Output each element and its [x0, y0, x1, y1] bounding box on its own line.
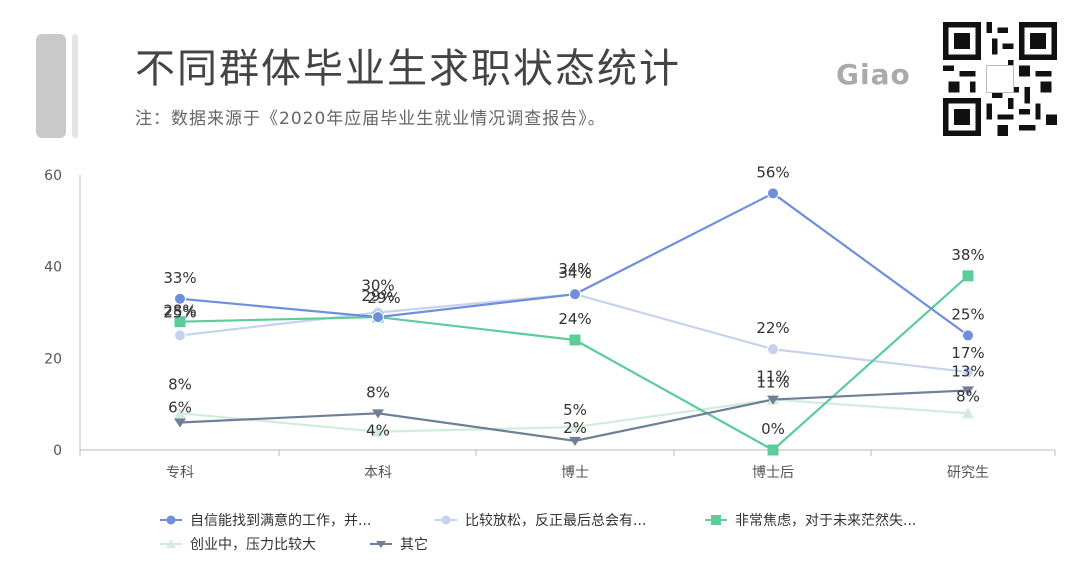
x-tick-label: 本科 [364, 465, 392, 481]
data-point [372, 409, 384, 419]
data-label: 8% [168, 375, 192, 393]
page-subtitle: 注：数据来源于《2020年应届毕业生就业情况调查报告》。 [135, 109, 606, 129]
legend-label: 自信能找到满意的工作，并... [190, 513, 372, 529]
legend-label: 比较放松，反正最后总会有... [465, 513, 647, 529]
y-tick-label: 40 [44, 260, 62, 276]
data-label: 22% [756, 319, 789, 337]
data-point [767, 187, 779, 200]
legend-item: 非常焦虑，对于未来茫然失... [705, 510, 916, 530]
data-label: 25% [951, 305, 984, 323]
legend-marker-icon [370, 541, 392, 548]
data-point [372, 425, 384, 437]
legend-item: 自信能找到满意的工作，并... [160, 510, 371, 530]
data-label: 29% [361, 287, 394, 305]
legend-item: 其它 [370, 534, 428, 554]
data-label: 0% [761, 420, 785, 438]
data-label: 28% [163, 302, 196, 320]
data-label: 29% [367, 289, 400, 307]
data-point [174, 316, 186, 328]
data-point [569, 334, 581, 346]
legend-item: 创业中，压力比较大 [160, 534, 316, 554]
data-point [174, 418, 186, 428]
data-point [372, 311, 384, 324]
data-label: 4% [366, 422, 390, 440]
data-label: 34% [558, 260, 591, 278]
x-tick-label: 研究生 [947, 465, 989, 481]
data-point [767, 395, 779, 405]
legend-label: 其它 [400, 537, 428, 553]
y-tick-label: 20 [44, 351, 62, 367]
data-label: 8% [956, 387, 980, 405]
data-label: 5% [563, 401, 587, 419]
data-label: 56% [756, 163, 789, 181]
data-label: 2% [563, 419, 587, 437]
legend-marker-icon [160, 515, 182, 525]
data-point [767, 343, 779, 356]
data-label: 24% [558, 310, 591, 328]
data-point [962, 270, 974, 282]
data-point [174, 292, 186, 305]
y-tick-label: 0 [53, 443, 62, 459]
data-point [767, 444, 779, 456]
data-point [569, 288, 581, 301]
data-point [962, 386, 974, 396]
data-label: 8% [366, 383, 390, 401]
data-point [962, 407, 974, 419]
data-label: 11% [756, 374, 789, 392]
data-point [174, 329, 186, 342]
data-point [962, 366, 974, 379]
legend-item: 比较放松，反正最后总会有... [435, 510, 646, 530]
data-label: 6% [168, 399, 192, 417]
legend-marker-icon [160, 539, 182, 548]
x-tick-label: 博士 [561, 464, 589, 481]
data-label: 38% [951, 246, 984, 264]
legend-label: 创业中，压力比较大 [190, 537, 316, 553]
data-label: 11% [756, 368, 789, 386]
x-tick-label: 专科 [166, 465, 194, 481]
x-tick-label: 博士后 [752, 464, 794, 481]
data-label: 33% [163, 269, 196, 287]
brand-logo: Giao [836, 58, 911, 91]
legend-marker-icon [435, 515, 457, 525]
legend-label: 非常焦虑，对于未来茫然失... [735, 513, 917, 529]
data-label: 17% [951, 344, 984, 362]
header-accent-bar [36, 34, 66, 138]
data-point [962, 329, 974, 342]
data-point [569, 421, 581, 433]
data-point [174, 407, 186, 419]
data-label: 13% [951, 362, 984, 380]
data-point [569, 436, 581, 446]
data-label: 34% [558, 264, 591, 282]
legend-marker-icon [705, 515, 727, 525]
page-title: 不同群体毕业生求职状态统计 [135, 46, 681, 92]
data-label: 25% [163, 303, 196, 321]
qr-code-image [943, 22, 1057, 136]
series-line [179, 293, 969, 374]
y-tick-label: 60 [44, 168, 62, 184]
data-label: 30% [361, 277, 394, 295]
header-accent-bar-thin [72, 34, 78, 138]
